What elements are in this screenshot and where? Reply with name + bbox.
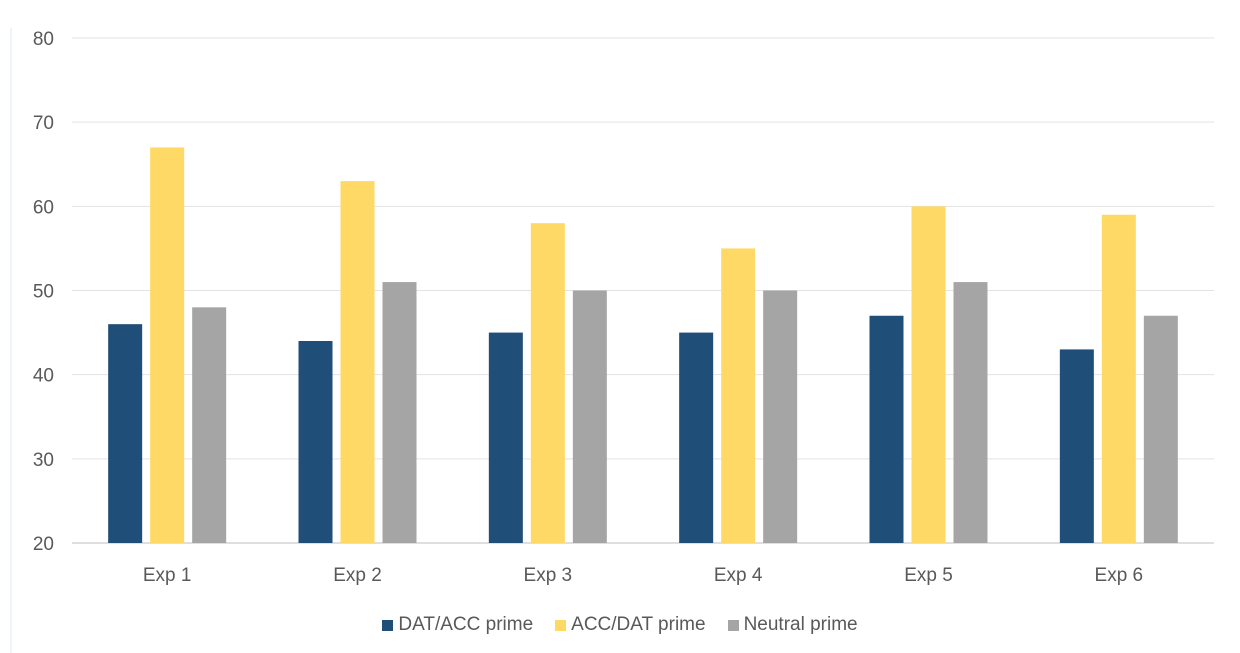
legend-swatch-series-3	[727, 619, 739, 631]
y-tick-label: 50	[33, 282, 54, 303]
x-tick-label: Exp 3	[524, 565, 573, 586]
legend: DAT/ACC prime ACC/DAT prime Neutral prim…	[0, 610, 1240, 640]
x-tick-label: Exp 2	[333, 565, 382, 586]
y-tick-label: 80	[33, 29, 54, 50]
y-tick-label: 60	[33, 197, 54, 218]
bar-series-2-4	[721, 248, 756, 543]
legend-item-series-1: DAT/ACC prime	[382, 614, 533, 636]
bar-series-2-5	[911, 206, 946, 544]
bar-series-1-6	[1059, 349, 1094, 543]
legend-label-series-3: Neutral prime	[743, 614, 858, 635]
bar-series-3-3	[572, 290, 607, 543]
bar-series-1-3	[488, 332, 523, 543]
bars	[108, 147, 1178, 544]
bar-series-2-3	[530, 223, 565, 543]
x-tick-label: Exp 5	[904, 565, 953, 586]
y-tick-label: 20	[33, 534, 54, 555]
legend-item-series-2: ACC/DAT prime	[555, 614, 706, 636]
y-tick-label: 70	[33, 113, 54, 134]
x-axis-tick-labels: Exp 1 Exp 2 Exp 3 Exp 4 Exp 5 Exp 6	[143, 565, 1143, 586]
bar-series-1-2	[298, 341, 333, 543]
bar-series-2-2	[340, 181, 375, 544]
bar-series-2-6	[1101, 214, 1136, 543]
legend-swatch-series-1	[382, 619, 394, 631]
bar-series-1-1	[108, 324, 143, 543]
x-tick-label: Exp 4	[714, 565, 763, 586]
gridlines	[72, 37, 1214, 544]
x-tick-label: Exp 1	[143, 565, 192, 586]
bar-series-3-5	[953, 282, 988, 543]
y-tick-label: 40	[33, 366, 54, 387]
legend-label-series-1: DAT/ACC prime	[398, 614, 534, 635]
bar-series-3-6	[1143, 315, 1178, 543]
legend-label-series-2: ACC/DAT prime	[571, 614, 706, 635]
bar-series-3-1	[192, 307, 227, 543]
bar-series-3-4	[763, 290, 798, 543]
bar-series-3-2	[382, 282, 417, 543]
bar-series-2-1	[150, 147, 185, 543]
legend-item-series-3: Neutral prime	[727, 614, 858, 636]
legend-swatch-series-2	[555, 619, 567, 631]
y-tick-label: 30	[33, 450, 54, 471]
x-tick-label: Exp 6	[1095, 565, 1144, 586]
bar-series-1-5	[869, 315, 904, 543]
y-axis-tick-labels: 20 30 40 50 60 70 80	[33, 29, 54, 555]
bar-series-1-4	[679, 332, 714, 543]
